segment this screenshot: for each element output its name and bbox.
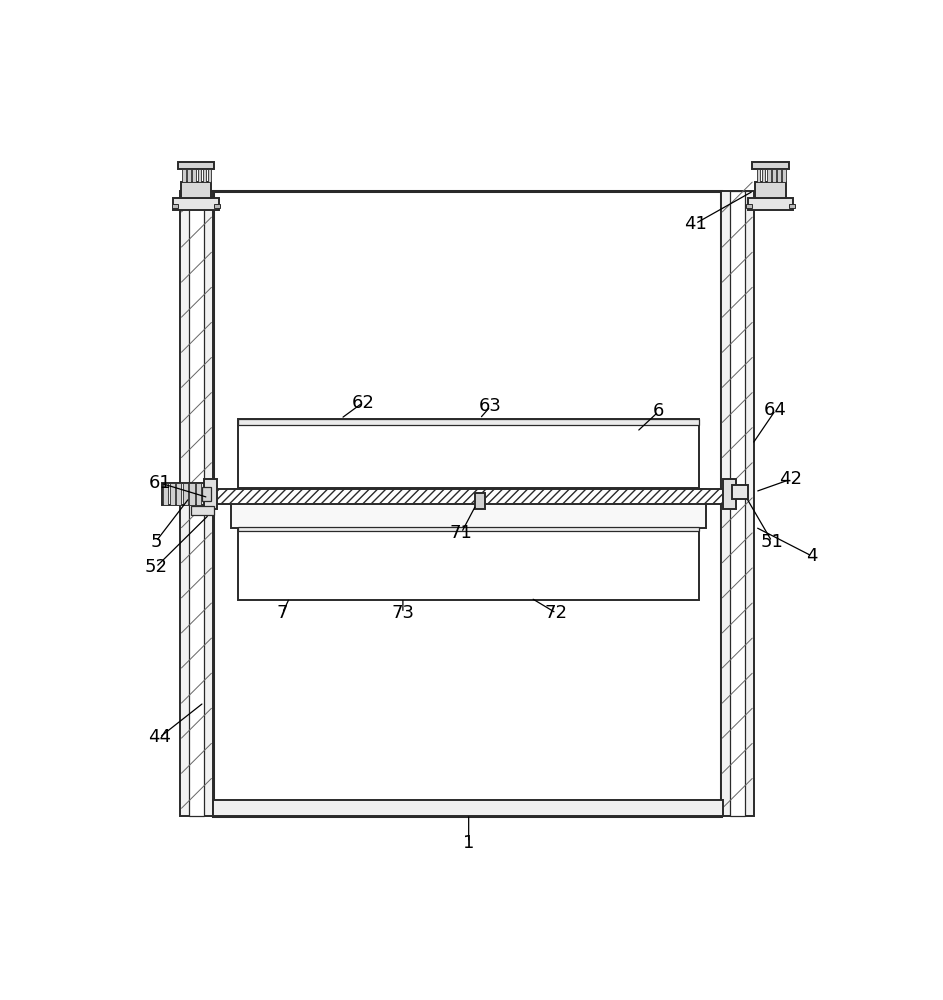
Bar xyxy=(213,800,723,816)
Bar xyxy=(163,483,168,505)
Text: 71: 71 xyxy=(450,524,472,542)
Bar xyxy=(772,169,776,182)
Bar xyxy=(213,191,720,816)
Bar xyxy=(755,182,786,198)
Text: 63: 63 xyxy=(479,397,502,415)
Bar xyxy=(180,191,213,816)
Text: 4: 4 xyxy=(806,547,818,565)
Bar xyxy=(239,527,699,531)
Bar xyxy=(767,169,770,182)
Bar xyxy=(730,191,745,816)
Text: 64: 64 xyxy=(764,401,787,419)
Text: 73: 73 xyxy=(391,604,414,622)
Bar xyxy=(196,483,201,505)
Text: 6: 6 xyxy=(653,402,665,420)
Bar xyxy=(188,169,191,182)
Bar xyxy=(239,419,699,488)
Bar xyxy=(777,169,781,182)
Bar xyxy=(174,198,219,210)
Bar xyxy=(723,479,736,509)
Bar xyxy=(207,169,211,182)
Bar xyxy=(191,506,214,515)
Bar xyxy=(239,419,699,425)
Text: 41: 41 xyxy=(684,215,706,233)
Text: 62: 62 xyxy=(351,394,374,412)
Bar xyxy=(747,204,753,208)
Bar xyxy=(178,162,214,169)
Bar xyxy=(181,182,211,198)
Bar xyxy=(213,489,723,504)
Bar xyxy=(474,493,485,509)
Bar xyxy=(182,169,186,182)
Bar xyxy=(214,204,221,208)
Text: 51: 51 xyxy=(760,533,784,551)
Bar xyxy=(732,485,748,499)
Bar xyxy=(172,204,178,208)
Bar xyxy=(231,489,706,528)
Bar xyxy=(192,169,196,182)
Bar xyxy=(788,204,795,208)
Text: 44: 44 xyxy=(148,728,171,746)
Bar xyxy=(176,483,181,505)
Bar xyxy=(203,169,207,182)
Text: 5: 5 xyxy=(150,533,161,551)
Bar xyxy=(204,479,217,509)
Text: 72: 72 xyxy=(545,604,568,622)
Bar xyxy=(756,169,760,182)
Text: 1: 1 xyxy=(463,834,474,852)
Text: 42: 42 xyxy=(779,470,802,488)
Bar xyxy=(720,191,753,816)
Text: 61: 61 xyxy=(149,474,172,492)
Bar xyxy=(748,198,793,210)
Bar xyxy=(239,527,699,600)
Bar xyxy=(190,191,204,816)
Bar xyxy=(753,162,788,169)
Bar xyxy=(202,487,210,501)
Bar xyxy=(190,483,194,505)
Bar xyxy=(162,483,204,505)
Bar xyxy=(197,169,201,182)
Bar xyxy=(762,169,766,182)
Bar xyxy=(782,169,786,182)
Bar xyxy=(183,483,188,505)
Bar xyxy=(170,483,174,505)
Text: 7: 7 xyxy=(276,604,288,622)
Text: 52: 52 xyxy=(144,558,167,576)
